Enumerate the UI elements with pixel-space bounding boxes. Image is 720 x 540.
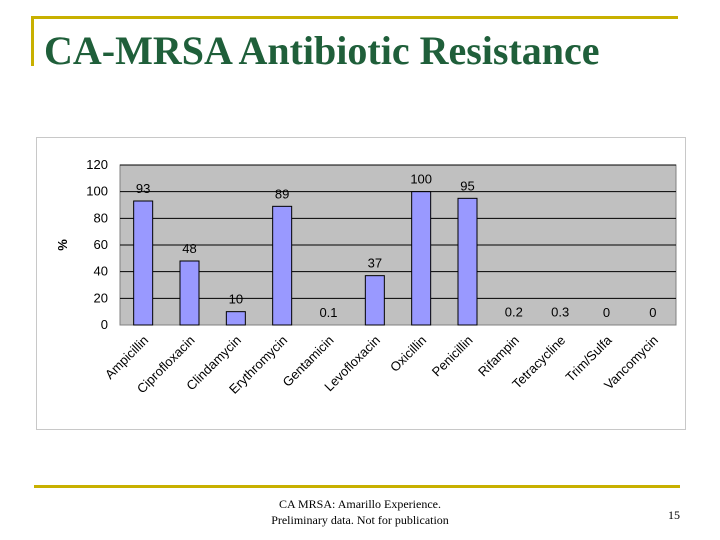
page-number: 15 — [668, 508, 680, 522]
resistance-bar-chart: 020406080100120%93Ampicillin48Ciprofloxa… — [55, 157, 677, 397]
footer-line-2: Preliminary data. Not for publication — [271, 513, 449, 527]
data-label: 0.1 — [319, 305, 337, 320]
chart-frame: 0 20 40 60 80 100 120% 93 Ampicillin 48 Ciprofloxa… — [36, 137, 686, 430]
data-label: 0 — [603, 305, 610, 320]
bar-erythromycin — [272, 205, 293, 326]
title-top-rule — [34, 16, 678, 19]
footer-text: CA MRSA: Amarillo Experience. Preliminar… — [250, 496, 470, 528]
y-axis-label: % — [55, 239, 70, 251]
footer-rule — [34, 485, 680, 488]
x-tick-label: Rifampin — [475, 333, 522, 380]
bar-levofloxacin — [364, 275, 385, 326]
data-label: 93 — [136, 181, 150, 196]
bar-oxicillin — [411, 191, 432, 326]
slide-title: CA-MRSA Antibiotic Resistance — [44, 28, 600, 73]
y-tick-label: 60 — [94, 237, 108, 252]
bar-ampicillin — [133, 200, 154, 326]
data-label: 0 — [649, 305, 656, 320]
y-tick-label: 0 — [101, 317, 108, 332]
bar-penicillin — [457, 197, 478, 326]
y-tick-label: 40 — [94, 264, 108, 279]
bar-clindamycin — [225, 311, 246, 326]
y-tick-label: 120 — [86, 157, 108, 172]
data-label: 0.2 — [505, 305, 523, 320]
y-tick-label: 20 — [94, 290, 108, 305]
data-label: 48 — [182, 241, 196, 256]
y-tick-label: 80 — [94, 210, 108, 225]
title-left-rule — [31, 16, 34, 66]
footer-line-1: CA MRSA: Amarillo Experience. — [279, 497, 441, 511]
y-tick-label: 100 — [86, 184, 108, 199]
data-label: 89 — [275, 186, 289, 201]
data-label: 0.3 — [551, 305, 569, 320]
data-label: 37 — [368, 256, 382, 271]
data-label: 10 — [229, 292, 243, 307]
data-label: 95 — [460, 178, 474, 193]
bar-ciprofloxacin — [179, 260, 200, 326]
data-label: 100 — [410, 172, 432, 187]
x-tick-label: Oxicillin — [387, 333, 429, 375]
x-tick-label: Penicillin — [429, 333, 476, 380]
